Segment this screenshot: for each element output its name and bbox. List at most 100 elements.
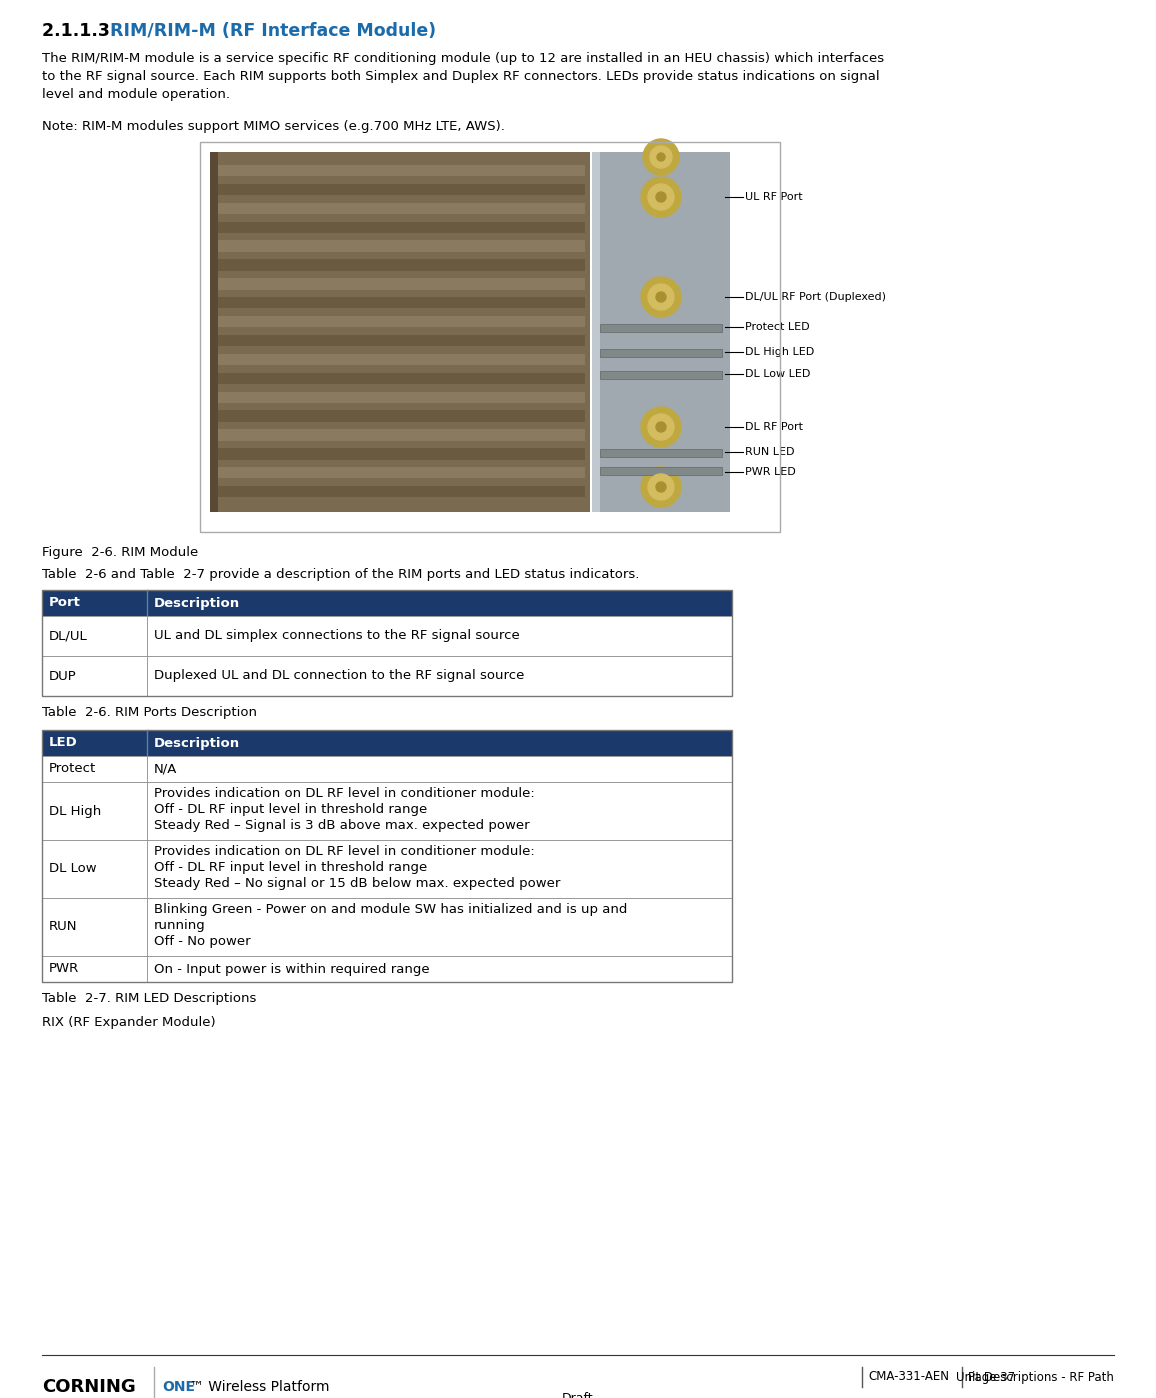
Text: Draft: Draft (562, 1392, 594, 1398)
Text: DL RF Port: DL RF Port (744, 422, 803, 432)
Text: Table  2-6 and Table  2-7 provide a description of the RIM ports and LED status : Table 2-6 and Table 2-7 provide a descri… (42, 568, 639, 582)
Text: N/A: N/A (154, 762, 177, 776)
Text: Port: Port (49, 597, 81, 610)
Circle shape (640, 178, 681, 217)
Circle shape (649, 414, 674, 440)
Bar (215, 373, 585, 384)
Text: Provides indication on DL RF level in conditioner module:: Provides indication on DL RF level in co… (154, 787, 535, 800)
Circle shape (649, 185, 674, 210)
Circle shape (657, 152, 665, 161)
Text: Blinking Green - Power on and module SW has initialized and is up and: Blinking Green - Power on and module SW … (154, 903, 628, 916)
Bar (42, 781, 732, 840)
Circle shape (649, 284, 674, 310)
Circle shape (655, 192, 666, 201)
Circle shape (640, 407, 681, 447)
Text: to the RF signal source. Each RIM supports both Simplex and Duplex RF connectors: to the RF signal source. Each RIM suppor… (42, 70, 880, 82)
Text: Table  2-6. RIM Ports Description: Table 2-6. RIM Ports Description (42, 706, 257, 719)
Text: RIM/RIM-M (RF Interface Module): RIM/RIM-M (RF Interface Module) (110, 22, 436, 41)
Text: Description: Description (154, 597, 240, 610)
Circle shape (643, 138, 679, 175)
Bar (215, 336, 585, 347)
Circle shape (655, 482, 666, 492)
Text: RUN: RUN (49, 920, 77, 934)
Bar (42, 590, 732, 696)
Bar (200, 143, 780, 533)
Text: CMA-331-AEN: CMA-331-AEN (868, 1370, 949, 1384)
Bar (215, 259, 585, 271)
Text: running: running (154, 918, 206, 932)
Text: Table  2-7. RIM LED Descriptions: Table 2-7. RIM LED Descriptions (42, 993, 257, 1005)
Text: DL Low LED: DL Low LED (744, 369, 810, 379)
Bar (42, 590, 732, 617)
Bar (42, 656, 732, 696)
Text: Figure  2-6. RIM Module: Figure 2-6. RIM Module (42, 547, 198, 559)
Bar (215, 203, 585, 214)
Bar (600, 370, 722, 379)
Bar (42, 756, 732, 781)
Bar (200, 143, 780, 533)
Bar (215, 429, 585, 440)
Text: RUN LED: RUN LED (744, 447, 794, 457)
Bar (42, 617, 732, 656)
Text: Steady Red – Signal is 3 dB above max. expected power: Steady Red – Signal is 3 dB above max. e… (154, 819, 529, 832)
Text: 2.1.1.3: 2.1.1.3 (42, 22, 128, 41)
Text: DUP: DUP (49, 670, 76, 682)
Text: DL High LED: DL High LED (744, 347, 814, 356)
Text: DL/UL: DL/UL (49, 629, 88, 643)
Text: Off - DL RF input level in threshold range: Off - DL RF input level in threshold ran… (154, 861, 428, 874)
Bar (42, 840, 732, 898)
Text: Steady Red – No signal or 15 dB below max. expected power: Steady Red – No signal or 15 dB below ma… (154, 877, 561, 891)
Bar (215, 354, 585, 365)
Bar (42, 730, 732, 981)
Text: level and module operation.: level and module operation. (42, 88, 230, 101)
Text: On - Input power is within required range: On - Input power is within required rang… (154, 962, 430, 976)
Bar (42, 730, 732, 756)
Text: Protect: Protect (49, 762, 96, 776)
Text: Off - No power: Off - No power (154, 935, 251, 948)
Circle shape (655, 422, 666, 432)
Text: Note: RIM-M modules support MIMO services (e.g.700 MHz LTE, AWS).: Note: RIM-M modules support MIMO service… (42, 120, 505, 133)
Text: DL/UL RF Port (Duplexed): DL/UL RF Port (Duplexed) (744, 292, 885, 302)
Text: DL High: DL High (49, 804, 102, 818)
Bar (215, 240, 585, 252)
Bar (215, 183, 585, 196)
Bar (215, 296, 585, 309)
Bar (600, 449, 722, 457)
Bar (215, 165, 585, 176)
Bar (42, 898, 732, 956)
Text: RIX (RF Expander Module): RIX (RF Expander Module) (42, 1016, 216, 1029)
Text: UL and DL simplex connections to the RF signal source: UL and DL simplex connections to the RF … (154, 629, 520, 643)
Circle shape (640, 277, 681, 317)
Text: Page 37: Page 37 (968, 1370, 1015, 1384)
Text: Off - DL RF input level in threshold range: Off - DL RF input level in threshold ran… (154, 802, 428, 816)
Bar (210, 152, 590, 512)
Bar (592, 152, 729, 512)
Text: UL RF Port: UL RF Port (744, 192, 802, 201)
Bar (215, 391, 585, 403)
Bar (600, 324, 722, 331)
Text: Provides indication on DL RF level in conditioner module:: Provides indication on DL RF level in co… (154, 844, 535, 858)
Bar (215, 221, 585, 233)
Circle shape (655, 292, 666, 302)
Text: PWR: PWR (49, 962, 80, 976)
Text: LED: LED (49, 737, 77, 749)
Text: ™ Wireless Platform: ™ Wireless Platform (190, 1380, 329, 1394)
Bar (592, 152, 600, 512)
Circle shape (649, 474, 674, 500)
Bar (215, 316, 585, 327)
Text: CORNING: CORNING (42, 1378, 135, 1397)
Circle shape (650, 145, 672, 168)
Bar (215, 278, 585, 289)
Bar (215, 449, 585, 460)
Text: Unit Descriptions - RF Path: Unit Descriptions - RF Path (956, 1370, 1114, 1384)
Bar (215, 487, 585, 498)
Text: The RIM/RIM-M module is a service specific RF conditioning module (up to 12 are : The RIM/RIM-M module is a service specif… (42, 52, 884, 64)
Bar (600, 467, 722, 475)
Text: Description: Description (154, 737, 240, 749)
Bar (42, 956, 732, 981)
Text: Protect LED: Protect LED (744, 322, 809, 331)
Bar (215, 467, 585, 478)
Text: ONE: ONE (162, 1380, 195, 1394)
Text: PWR LED: PWR LED (744, 467, 795, 477)
Text: Duplexed UL and DL connection to the RF signal source: Duplexed UL and DL connection to the RF … (154, 670, 525, 682)
